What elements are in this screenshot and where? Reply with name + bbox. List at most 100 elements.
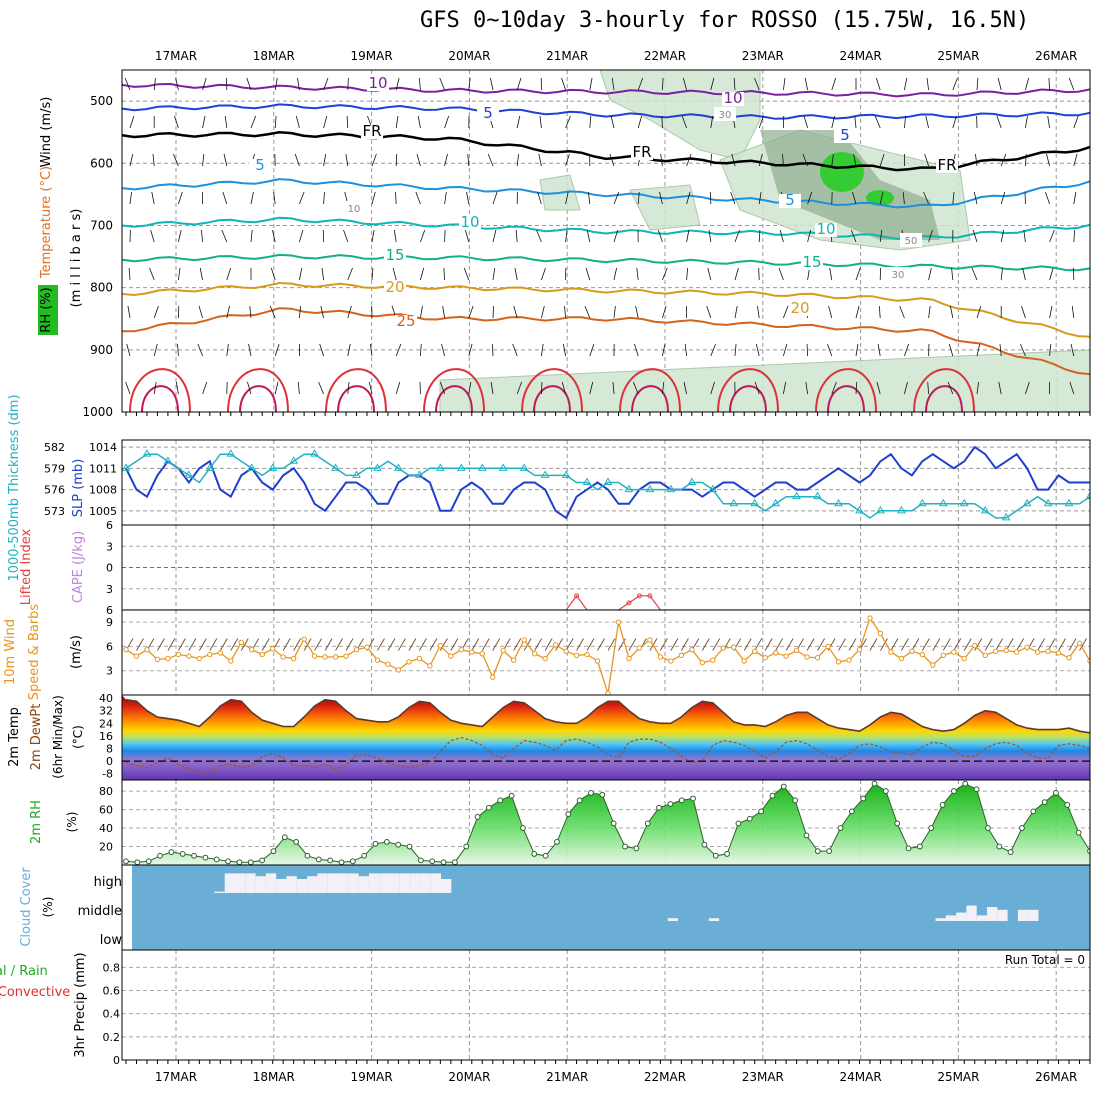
rh2m-point — [123, 858, 129, 865]
cloud-bar — [1028, 909, 1039, 921]
wind-barb — [299, 305, 302, 319]
wind10m-barb — [701, 638, 710, 651]
chart-title: GFS 0~10day 3-hourly for ROSSO (15.75W, … — [420, 8, 1030, 33]
wind-barb — [1049, 305, 1053, 319]
slp-tick-label: 1014 — [89, 441, 117, 454]
warm-contour — [423, 368, 485, 412]
wind10m-point — [856, 646, 863, 653]
top-date-label: 17MAR — [155, 49, 197, 63]
thickness-point — [331, 463, 340, 471]
wind-barb — [584, 305, 591, 319]
rh2m-point — [916, 843, 923, 850]
cape-axis-label: CAPE (J/kg) — [71, 531, 86, 603]
wind10m-barb — [880, 638, 888, 651]
wind10m-point — [364, 644, 370, 650]
rh2m-point — [451, 859, 458, 865]
wind10m-point — [259, 651, 265, 658]
wind-barb — [420, 229, 426, 243]
rh2m-point — [293, 839, 300, 845]
wind-barb — [1044, 191, 1050, 205]
cloud-unit-label: (%) — [41, 897, 55, 918]
rh2m-unit-label: (%) — [65, 812, 79, 833]
isotherm-line — [122, 281, 1090, 338]
rh2m-point — [690, 795, 696, 802]
wind10m-barb — [942, 638, 951, 651]
thickness-point — [498, 463, 508, 471]
wind10m-point — [1024, 644, 1030, 650]
li-tick-label: 3 — [106, 540, 113, 553]
wind-barb — [807, 229, 812, 243]
wind10m-point — [668, 658, 674, 664]
wind-barb — [1069, 381, 1075, 395]
wind-barb — [420, 343, 422, 357]
precip-tick-label: 0.4 — [103, 1008, 121, 1021]
wind-barb — [973, 191, 978, 205]
wind-barb — [806, 343, 808, 357]
warm-contour — [533, 385, 571, 412]
thickness-point — [708, 484, 718, 493]
wind-barb — [710, 381, 715, 395]
wind-barb — [294, 153, 300, 167]
wind-barb — [999, 343, 1002, 357]
wind10m-point — [720, 645, 726, 651]
rh2m-point — [576, 797, 583, 804]
wind-barb — [297, 381, 300, 395]
wind-barb — [415, 191, 421, 205]
wind-barb — [395, 191, 397, 205]
wind-barb — [948, 343, 954, 357]
wind10m-point — [1076, 640, 1083, 646]
wind-barb — [588, 191, 591, 205]
pressure-axis-label: (m i l l i b a r s) — [69, 209, 84, 308]
wind-barb — [487, 153, 494, 167]
top-date-label: 26MAR — [1035, 49, 1077, 63]
cloud-bar — [935, 918, 946, 921]
wind-barb — [1049, 343, 1052, 357]
wind-barb — [127, 305, 131, 319]
wind-barb — [124, 77, 131, 91]
top-date-label: 20MAR — [448, 49, 490, 63]
thickness-point — [729, 498, 739, 507]
wind10m-barb — [1068, 638, 1077, 651]
rh2m-point — [327, 857, 334, 864]
rh2m-point — [1030, 808, 1037, 815]
wind10m-point — [835, 659, 842, 665]
wind-barb — [730, 191, 736, 205]
wind-barb — [754, 381, 760, 395]
bottom-date-label: 19MAR — [351, 1070, 393, 1084]
rh-color-key — [38, 285, 58, 335]
rh2m-point — [349, 858, 356, 865]
wind10m-point — [374, 657, 381, 663]
wind10m-barb — [198, 638, 207, 651]
wind-barb — [392, 267, 397, 281]
cloud-bar — [667, 918, 678, 921]
thickness-point — [980, 505, 990, 514]
wind-barb — [346, 115, 349, 129]
rh2m-point — [508, 792, 515, 799]
rh-tick-label: 60 — [99, 804, 113, 817]
wind-barb — [177, 343, 179, 357]
wind10m-barb — [398, 638, 406, 651]
thickness-axis-label: 1000-500mb Thickness (dm) — [7, 394, 22, 581]
thickness-line — [125, 453, 1090, 519]
cloud-bar — [368, 873, 380, 893]
temp-tick-label: -8 — [102, 768, 113, 781]
wind-barb — [516, 115, 521, 129]
wind-barb — [684, 343, 687, 357]
wind10m-point — [615, 619, 622, 625]
contour-label-bg — [714, 107, 736, 121]
rh2m-point — [735, 820, 742, 827]
wind10m-point — [416, 655, 423, 662]
warm-contour — [325, 368, 387, 412]
wind-barb — [928, 305, 931, 319]
precip-axis-label: 3hr Precip (mm) — [73, 952, 88, 1057]
run-total-label: Run Total = 0 — [1005, 953, 1085, 967]
temp2m-line — [125, 698, 1090, 734]
wind-barb — [515, 229, 518, 243]
cloud-bar — [358, 876, 369, 893]
cloud-bar — [224, 873, 236, 893]
wind10m-point — [217, 650, 224, 656]
wind10m-barb — [984, 638, 993, 651]
wind10m-barb — [314, 638, 322, 651]
top-date-label: 22MAR — [644, 49, 686, 63]
wind10m-point — [437, 642, 444, 649]
